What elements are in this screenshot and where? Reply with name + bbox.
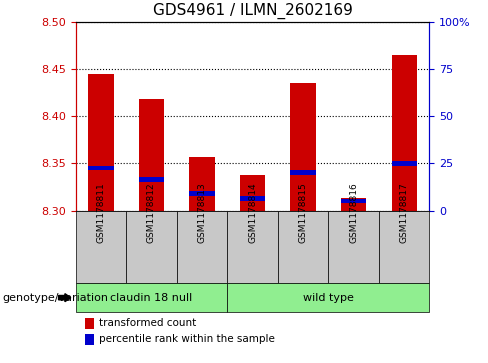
Text: genotype/variation: genotype/variation (2, 293, 108, 303)
Bar (391, 55, 417, 211)
Bar (139, 177, 164, 182)
Bar (341, 199, 366, 203)
Bar (88, 166, 114, 170)
Bar (240, 175, 265, 211)
Text: GSM1178816: GSM1178816 (349, 183, 358, 243)
Text: percentile rank within the sample: percentile rank within the sample (99, 334, 275, 344)
Bar (290, 83, 316, 211)
Text: transformed count: transformed count (99, 318, 196, 328)
Bar (341, 198, 366, 211)
Bar (189, 157, 215, 211)
Text: GSM1178811: GSM1178811 (97, 183, 105, 243)
Bar (189, 191, 215, 196)
Bar (88, 74, 114, 211)
Text: wild type: wild type (303, 293, 354, 303)
Bar (290, 170, 316, 175)
Text: GSM1178817: GSM1178817 (400, 183, 408, 243)
Bar (240, 196, 265, 201)
Text: GSM1178812: GSM1178812 (147, 183, 156, 243)
Text: claudin 18 null: claudin 18 null (110, 293, 193, 303)
Text: GSM1178815: GSM1178815 (299, 183, 307, 243)
Text: GSM1178814: GSM1178814 (248, 183, 257, 243)
Bar (391, 161, 417, 166)
Bar (139, 99, 164, 211)
Title: GDS4961 / ILMN_2602169: GDS4961 / ILMN_2602169 (153, 3, 352, 19)
Text: GSM1178813: GSM1178813 (198, 183, 206, 243)
